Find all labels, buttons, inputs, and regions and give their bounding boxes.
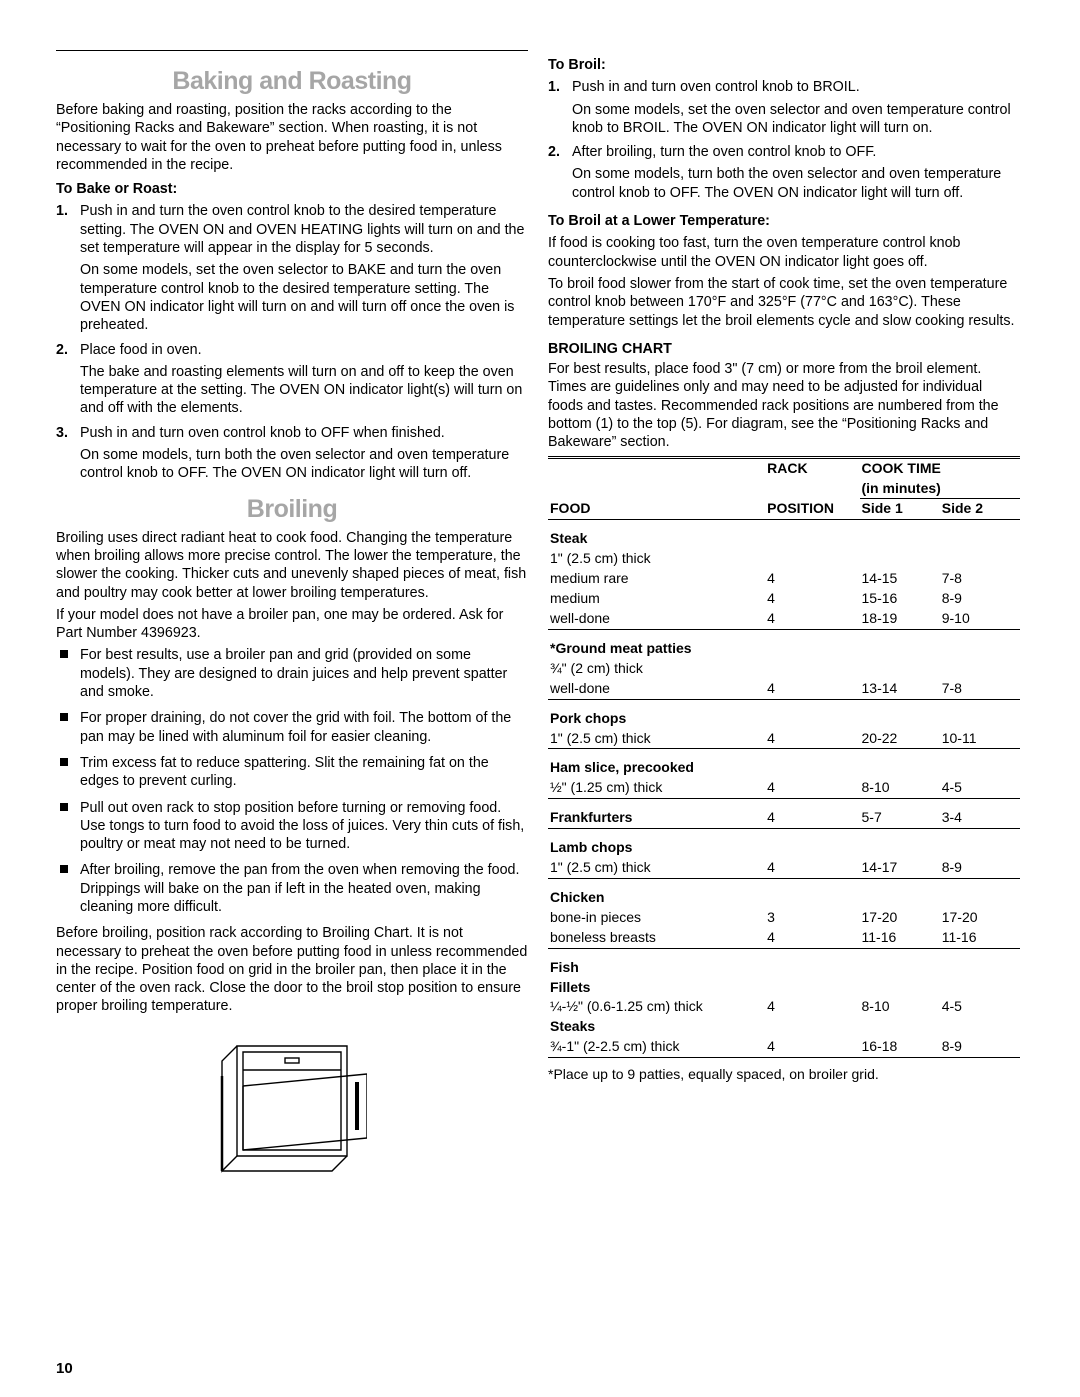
page-number: 10: [56, 1360, 73, 1377]
step-text-sub: On some models, set the oven selector an…: [572, 101, 1020, 138]
steps-to-broil: 1. Push in and turn oven control knob to …: [548, 78, 1020, 202]
step-text-sub: On some models, turn both the oven selec…: [572, 165, 1020, 202]
bullet-item: After broiling, remove the pan from the …: [56, 861, 528, 916]
step-number: 2.: [548, 143, 560, 161]
broil-chart-intro: For best results, place food 3" (7 cm) o…: [548, 360, 1020, 451]
broil-intro-b: If your model does not have a broiler pa…: [56, 606, 528, 643]
broil-lower-p1: If food is cooking too fast, turn the ov…: [548, 234, 1020, 271]
step-item: 2. Place food in oven. The bake and roasti…: [56, 341, 528, 418]
oven-diagram: [217, 1026, 367, 1176]
sub-bake-roast: To Bake or Roast:: [56, 180, 528, 198]
page: Baking and Roasting Before baking and ro…: [0, 0, 1080, 1206]
heading-baking-roasting: Baking and Roasting: [56, 65, 528, 97]
left-column: Baking and Roasting Before baking and ro…: [56, 50, 528, 1176]
broil-lower-p2: To broil food slower from the start of c…: [548, 275, 1020, 330]
steps-bake-roast: 1. Push in and turn the oven control knob…: [56, 202, 528, 482]
step-text-sub: On some models, turn both the oven selec…: [80, 446, 528, 483]
step-item: 3. Push in and turn oven control knob to …: [56, 424, 528, 483]
step-item: 1. Push in and turn the oven control knob…: [56, 202, 528, 334]
bullet-item: For best results, use a broiler pan and …: [56, 646, 528, 701]
right-column: To Broil: 1. Push in and turn oven contro…: [548, 50, 1020, 1176]
step-number: 3.: [56, 424, 68, 442]
rule-top-left: [56, 50, 528, 51]
step-number: 1.: [56, 202, 68, 220]
step-text: Place food in oven.: [80, 341, 528, 359]
step-text-sub: On some models, set the oven selector to…: [80, 261, 528, 334]
heading-broiling: Broiling: [56, 493, 528, 525]
sub-broil-lower: To Broil at a Lower Temperature:: [548, 212, 1020, 230]
bullet-item: Pull out oven rack to stop position befo…: [56, 799, 528, 854]
bullet-item: Trim excess fat to reduce spattering. Sl…: [56, 754, 528, 791]
step-item: 2. After broiling, turn the oven control …: [548, 143, 1020, 202]
broil-outro: Before broiling, position rack according…: [56, 924, 528, 1015]
step-text: Push in and turn oven control knob to BR…: [572, 78, 1020, 96]
broil-footnote: *Place up to 9 patties, equally spaced, …: [548, 1066, 1020, 1084]
step-text: Push in and turn oven control knob to OF…: [80, 424, 528, 442]
bullet-item: For proper draining, do not cover the gr…: [56, 709, 528, 746]
step-item: 1. Push in and turn oven control knob to …: [548, 78, 1020, 137]
broiling-chart-table: RACKCOOK TIME(in minutes)FOODPOSITIONSid…: [548, 456, 1020, 1059]
broil-bullets: For best results, use a broiler pan and …: [56, 646, 528, 916]
step-text-sub: The bake and roasting elements will turn…: [80, 363, 528, 418]
step-text: Push in and turn the oven control knob t…: [80, 202, 528, 257]
step-text: After broiling, turn the oven control kn…: [572, 143, 1020, 161]
intro-baking: Before baking and roasting, position the…: [56, 101, 528, 174]
sub-to-broil: To Broil:: [548, 56, 1020, 74]
step-number: 2.: [56, 341, 68, 359]
step-number: 1.: [548, 78, 560, 96]
broil-intro-a: Broiling uses direct radiant heat to coo…: [56, 529, 528, 602]
broil-chart-title: BROILING CHART: [548, 340, 1020, 358]
